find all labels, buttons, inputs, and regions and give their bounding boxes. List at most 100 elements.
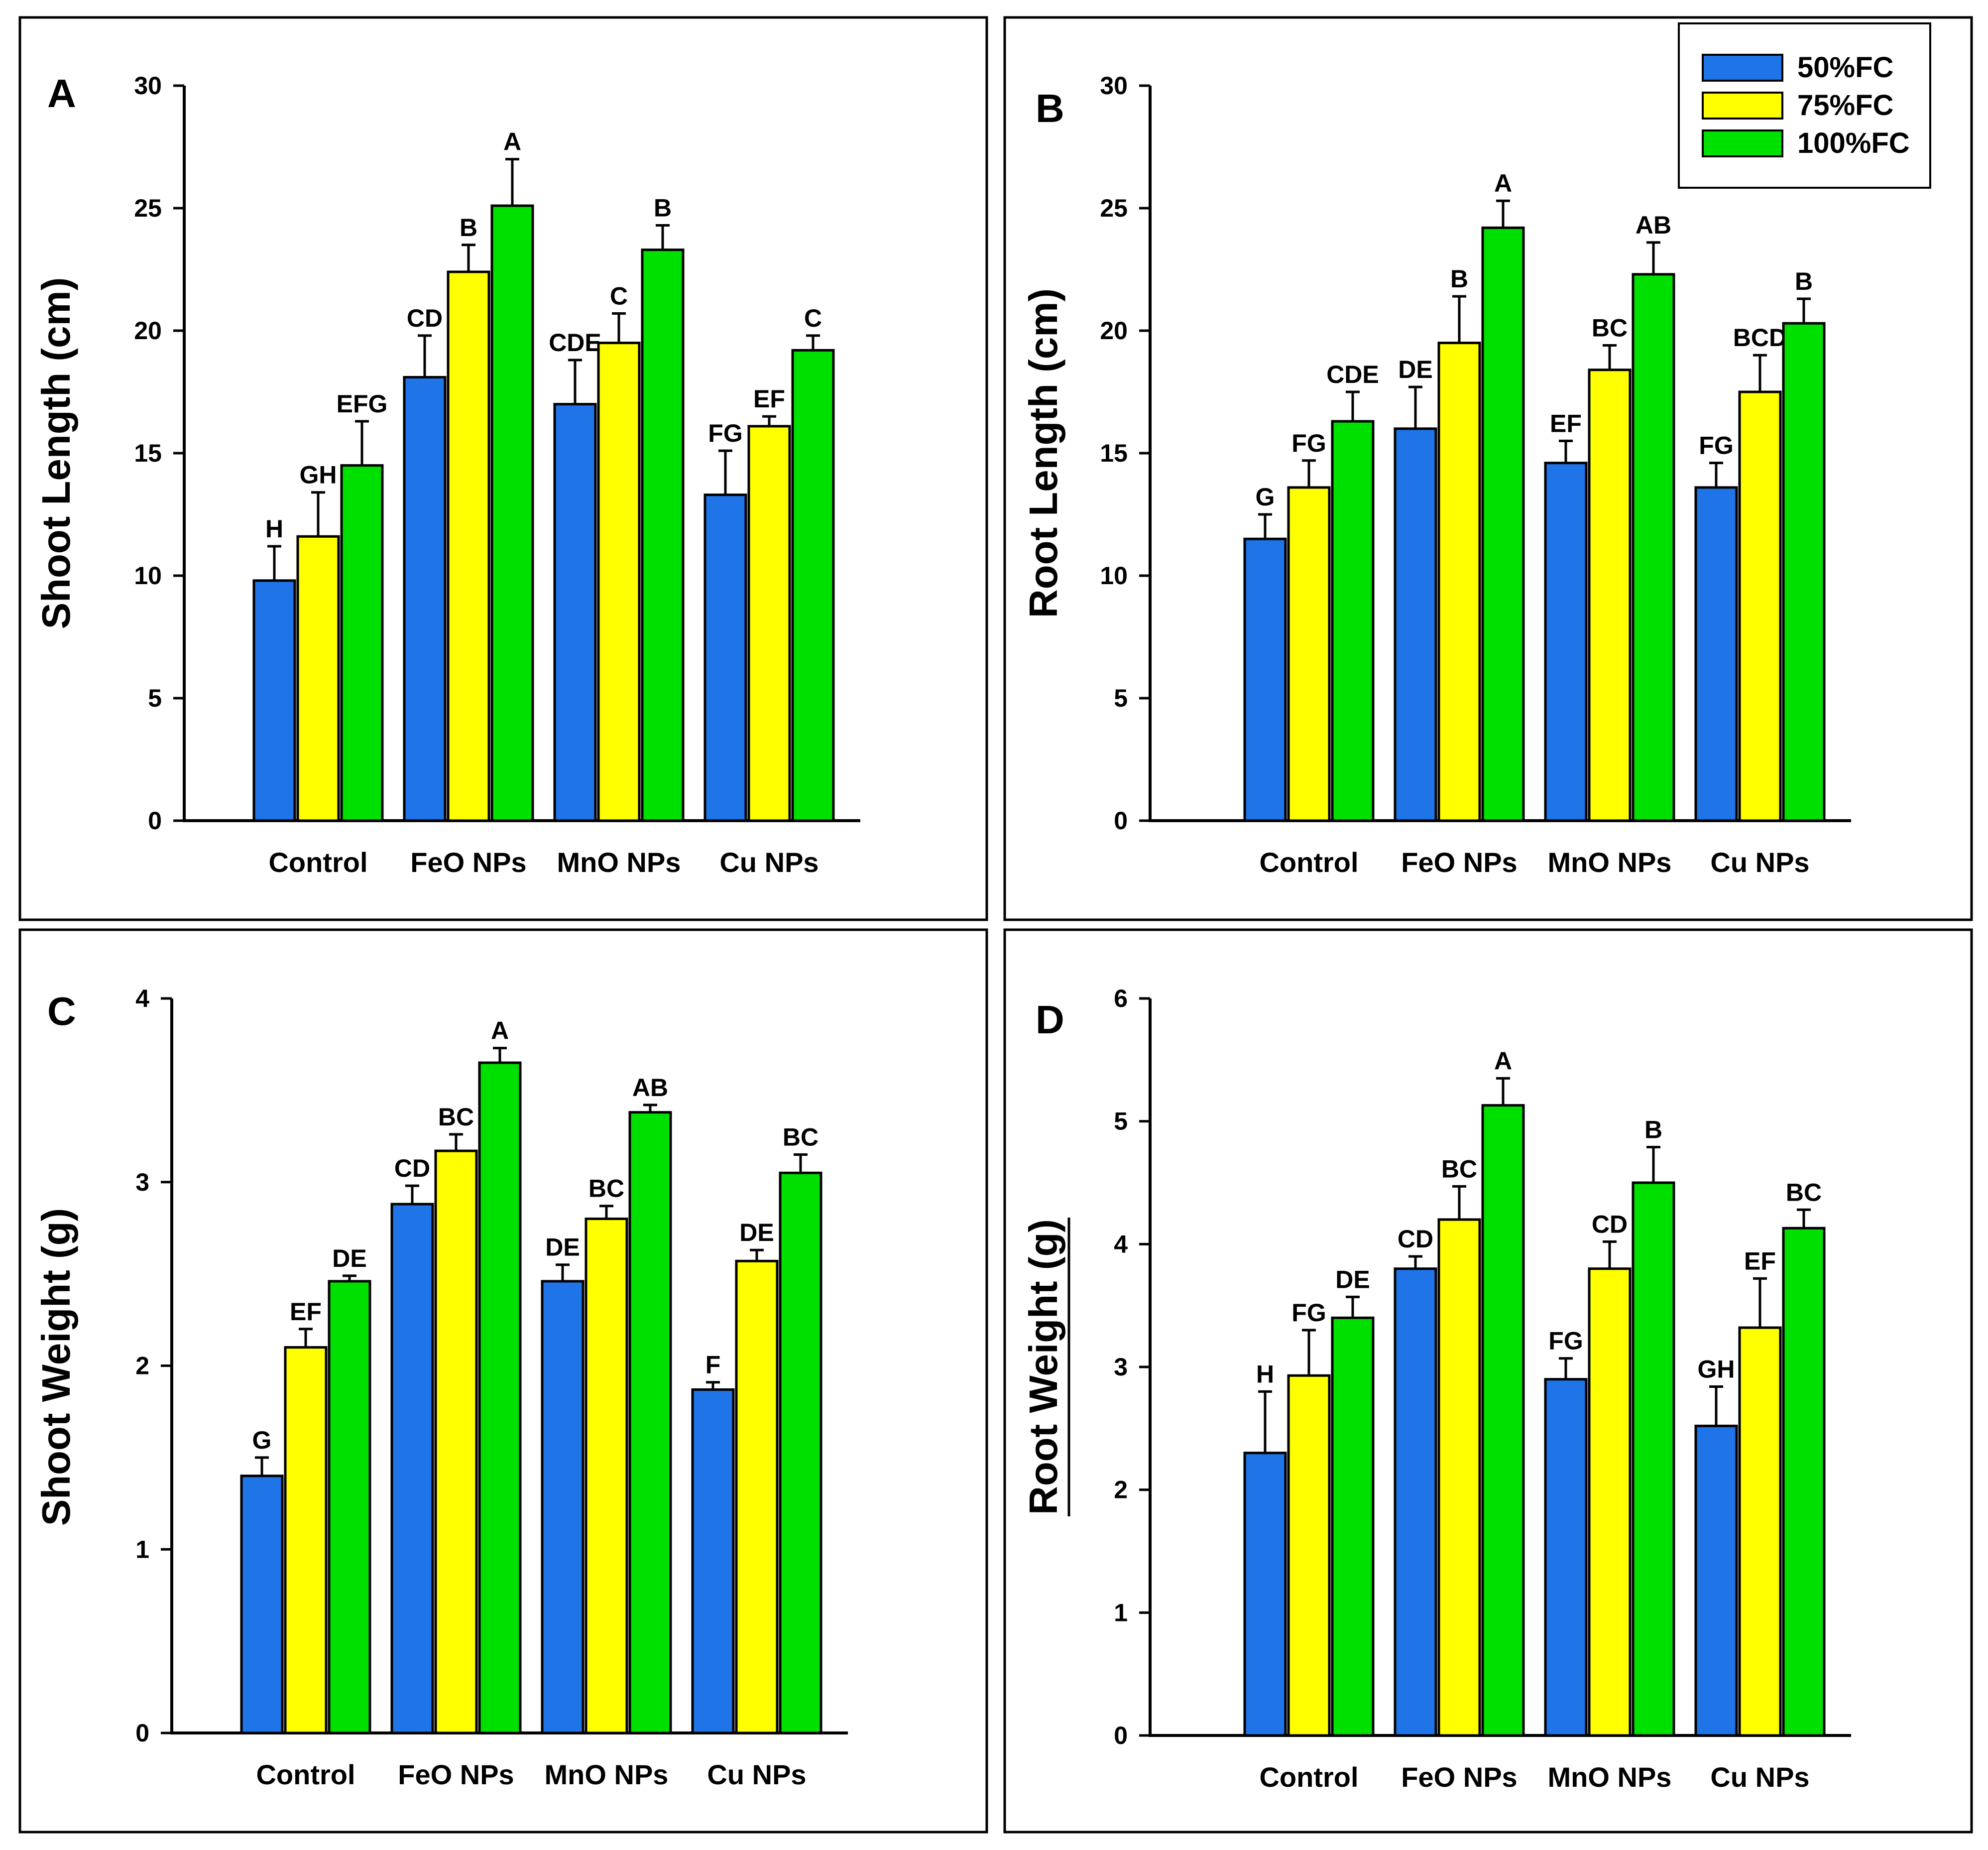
bar-75%FC-FeO NPs (447, 270, 490, 822)
y-tick-label: 10 (1100, 562, 1128, 590)
category-label: Control (1259, 847, 1358, 878)
bar-100%FC-FeO NPs (1481, 1104, 1525, 1737)
significance-label: DE (332, 1244, 366, 1272)
significance-label: FG (1699, 432, 1733, 460)
bar-50%FC-FeO NPs (390, 1203, 434, 1734)
significance-label: EF (1744, 1247, 1776, 1275)
significance-label: BC (1441, 1155, 1477, 1183)
category-label: Cu NPs (719, 847, 819, 878)
category-label: FeO NPs (1401, 1761, 1517, 1793)
bar-75%FC-MnO NPs (1588, 369, 1632, 822)
significance-label: CD (407, 304, 443, 332)
bar-50%FC-MnO NPs (541, 1280, 585, 1734)
significance-label: BC (1592, 314, 1628, 342)
significance-label: EFG (337, 390, 388, 418)
significance-label: AB (1636, 211, 1671, 239)
y-tick-label: 30 (134, 72, 162, 100)
significance-label: A (1494, 169, 1512, 197)
bar-50%FC-Control (1243, 1452, 1287, 1737)
significance-label: BC (1786, 1178, 1822, 1206)
bar-100%FC-FeO NPs (490, 204, 534, 822)
y-tick-label: 15 (1100, 439, 1128, 467)
bar-75%FC-Control (296, 535, 340, 822)
panel-frame (1003, 16, 1973, 921)
legend-label: 75%FC (1797, 89, 1893, 122)
y-axis-title: Root Weight (g) (1021, 1219, 1065, 1515)
panel-frame (1003, 928, 1973, 1834)
significance-label: BC (438, 1103, 474, 1131)
bar-50%FC-Control (1243, 537, 1287, 822)
category-label: Cu NPs (1710, 1761, 1809, 1793)
bar-75%FC-MnO NPs (1588, 1267, 1632, 1737)
bar-100%FC-Control (328, 1280, 371, 1734)
panel-frame (18, 16, 988, 921)
bar-75%FC-FeO NPs (1437, 1218, 1481, 1737)
significance-label: H (265, 515, 283, 543)
bar-50%FC-Control (252, 579, 296, 822)
y-tick-label: 6 (1114, 985, 1128, 1012)
legend: 50%FC 75%FC 100%FC (1678, 22, 1931, 189)
bar-100%FC-Control (340, 464, 384, 822)
bar-50%FC-FeO NPs (1394, 427, 1437, 822)
panel-letter: D (1036, 997, 1064, 1042)
bar-100%FC-MnO NPs (641, 248, 685, 822)
category-label: MnO NPs (1548, 1761, 1672, 1793)
bar-100%FC-Cu NPs (1782, 322, 1826, 822)
bar-50%FC-Cu NPs (1694, 1424, 1738, 1737)
y-tick-label: 2 (1114, 1476, 1128, 1504)
y-tick-label: 20 (1100, 317, 1128, 345)
legend-label: 100%FC (1797, 127, 1910, 159)
y-tick-label: 30 (1100, 72, 1128, 100)
y-tick-label: 5 (1114, 1108, 1128, 1135)
bar-50%FC-Cu NPs (1694, 486, 1738, 822)
significance-label: CDE (1326, 361, 1379, 388)
y-axis-title: Shoot Length (cm) (34, 277, 78, 629)
y-tick-label: 4 (135, 985, 149, 1012)
bar-50%FC-FeO NPs (403, 375, 447, 822)
y-tick-label: 0 (148, 807, 162, 835)
bar-75%FC-MnO NPs (597, 342, 641, 822)
y-tick-label: 0 (1114, 807, 1128, 835)
significance-label: FG (1291, 429, 1326, 457)
bar-100%FC-FeO NPs (478, 1061, 522, 1734)
significance-label: BC (588, 1175, 624, 1203)
y-tick-label: 20 (134, 317, 162, 345)
bar-50%FC-Cu NPs (703, 493, 747, 822)
significance-label: CDE (549, 329, 601, 357)
bar-100%FC-FeO NPs (1481, 226, 1525, 822)
significance-label: GH (300, 461, 337, 489)
y-tick-label: 3 (135, 1168, 149, 1196)
significance-label: EF (290, 1298, 322, 1326)
category-label: MnO NPs (545, 1759, 669, 1790)
bar-50%FC-FeO NPs (1394, 1267, 1437, 1737)
category-label: Control (268, 847, 367, 878)
significance-label: EF (753, 385, 785, 413)
y-tick-label: 15 (134, 439, 162, 467)
y-tick-label: 5 (148, 684, 162, 712)
significance-label: FG (1291, 1299, 1326, 1327)
bar-75%FC-Cu NPs (1738, 390, 1782, 822)
category-label: Control (256, 1759, 355, 1790)
legend-swatch (1702, 92, 1783, 120)
y-tick-label: 25 (1100, 194, 1128, 222)
bar-100%FC-Control (1331, 420, 1375, 822)
bar-75%FC-Control (1287, 486, 1331, 822)
significance-label: B (1644, 1115, 1662, 1143)
panel-B: 0 5 10 15 20 25 30 B Root Length (cm) G FG CDE Contr… (1003, 16, 1973, 921)
category-label: FeO NPs (1401, 847, 1517, 878)
panel-frame (18, 928, 988, 1834)
bar-100%FC-MnO NPs (1632, 273, 1675, 822)
category-label: Cu NPs (707, 1759, 806, 1790)
y-tick-label: 4 (1114, 1230, 1128, 1258)
panel-letter: C (47, 989, 76, 1033)
category-label: Control (1259, 1761, 1358, 1793)
significance-label: B (654, 194, 672, 222)
y-tick-label: 5 (1114, 684, 1128, 712)
y-tick-label: 3 (1114, 1353, 1128, 1381)
significance-label: BC (783, 1123, 819, 1151)
category-label: Cu NPs (1710, 847, 1809, 878)
y-axis-title: Root Length (cm) (1021, 288, 1065, 618)
significance-label: C (804, 304, 822, 332)
bar-50%FC-MnO NPs (553, 403, 597, 822)
significance-label: C (610, 282, 628, 310)
